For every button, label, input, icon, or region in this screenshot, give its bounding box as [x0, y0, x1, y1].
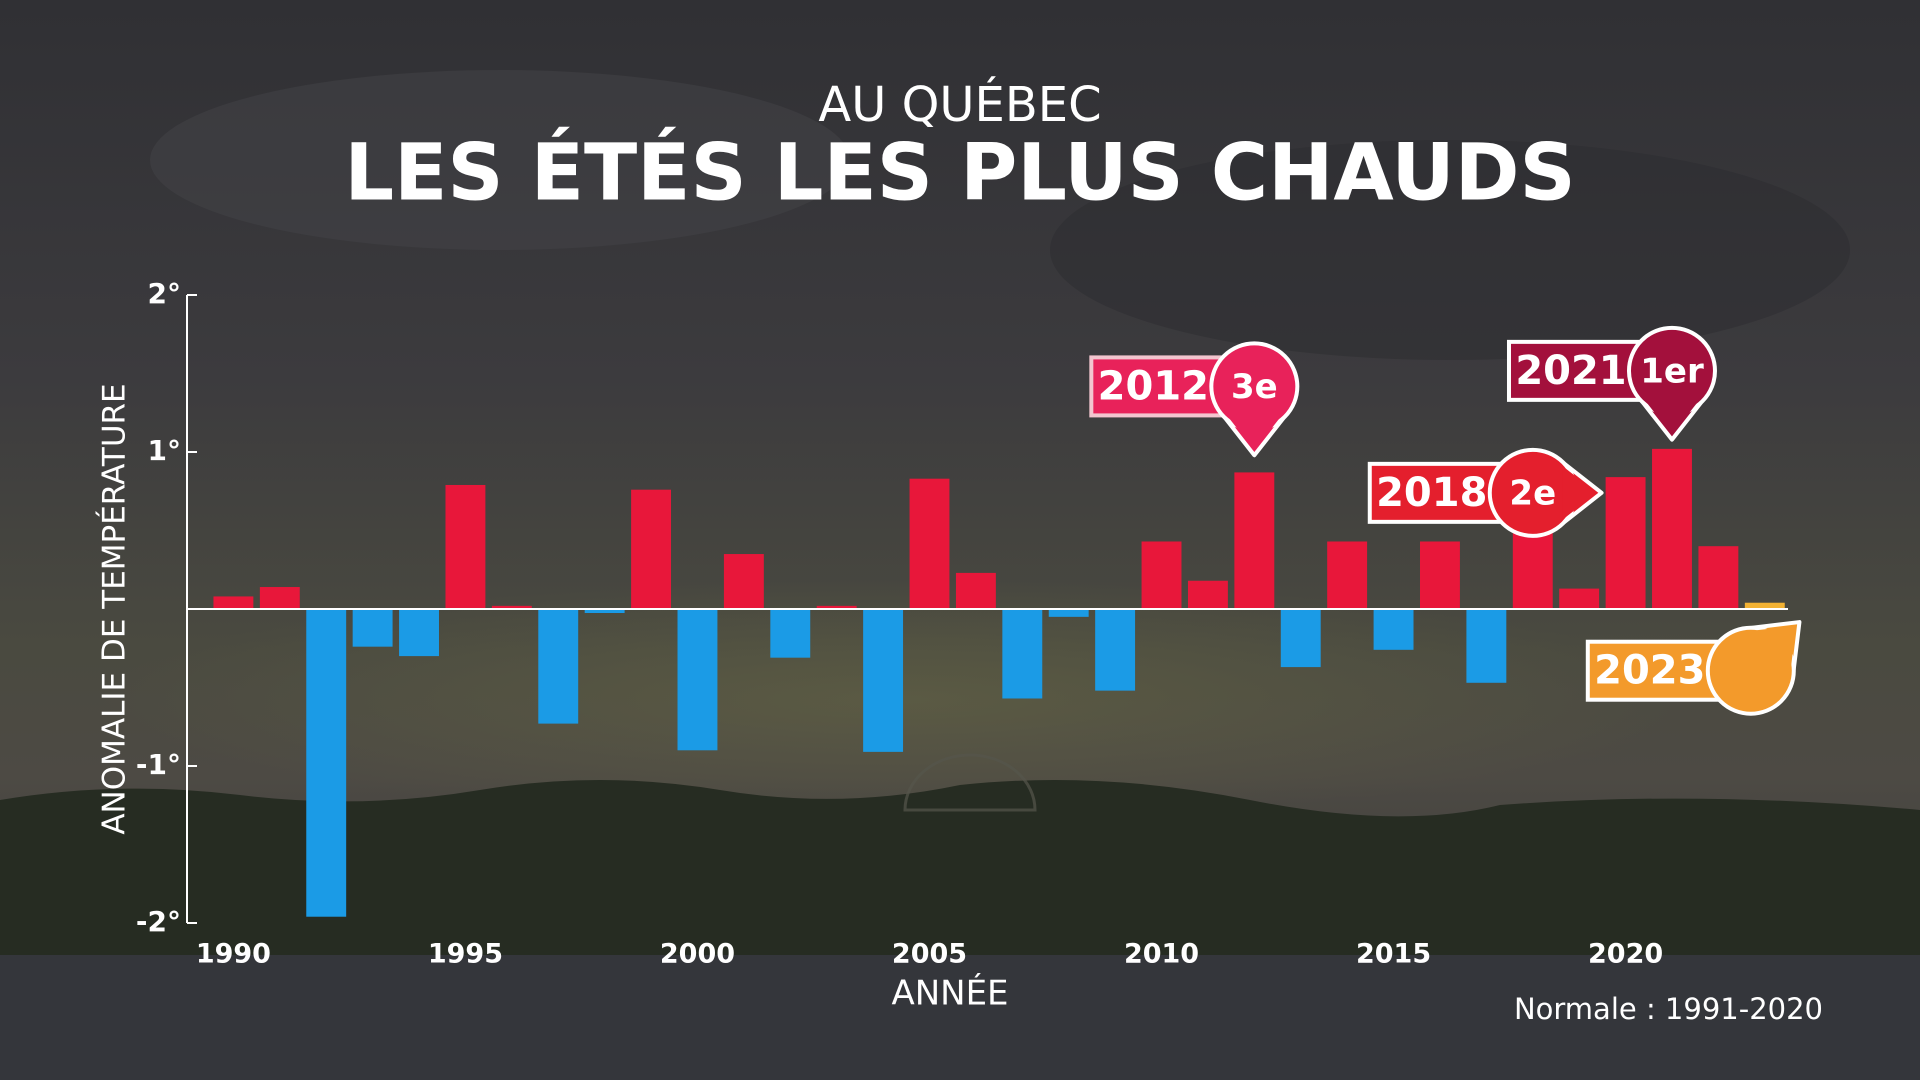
bar [1559, 588, 1600, 609]
annotation-rank: 3e [1231, 367, 1278, 407]
annotation-pointer-fill [1644, 400, 1700, 435]
bar [1698, 546, 1739, 609]
annotation: 2012 3e [1089, 341, 1300, 458]
x-tick-label: 2000 [660, 939, 735, 970]
y-tick-label: 2° [148, 277, 181, 310]
x-tick-label: 2020 [1588, 939, 1663, 970]
annotation-pointer-fill [1227, 415, 1282, 451]
x-tick-label: 2005 [892, 939, 967, 970]
x-axis-label: ANNÉE [891, 973, 1008, 1014]
bar [1048, 609, 1089, 617]
bar [770, 609, 811, 658]
y-tick-label: 1° [148, 434, 181, 467]
note: Normale : 1991-2020 [1514, 992, 1823, 1026]
annotation-box [1089, 355, 1234, 418]
annotation: 2021 1er [1506, 325, 1717, 442]
bar [306, 609, 347, 917]
bar [1744, 602, 1785, 609]
bar [1327, 541, 1368, 609]
bar [909, 478, 950, 609]
bar [677, 609, 718, 751]
bar [445, 484, 486, 609]
annotation-box [1585, 639, 1730, 702]
annotation-year: 2012 [1098, 363, 1209, 409]
annotation-rank: 1er [1640, 351, 1704, 391]
dome [903, 753, 1037, 812]
bar [1187, 580, 1228, 609]
bar [955, 572, 996, 609]
bar [584, 609, 625, 613]
annotation-year: 2023 [1594, 648, 1705, 694]
bar [863, 609, 904, 752]
bar [1652, 448, 1692, 609]
annotation-rank: 2e [1509, 473, 1556, 513]
cloud [150, 70, 850, 250]
y-tick-label: -2° [136, 905, 181, 938]
bar [352, 609, 393, 647]
x-tick-label: 2015 [1356, 939, 1431, 970]
bar [399, 609, 439, 657]
bar [816, 605, 857, 610]
bar [1605, 477, 1646, 609]
bar [723, 554, 764, 609]
cloud [1050, 140, 1850, 360]
annotation-year: 2018 [1376, 470, 1487, 516]
bar [491, 605, 532, 610]
annotation-pointer-fill [1752, 625, 1796, 670]
bar [1234, 472, 1275, 609]
annotation-year: 2021 [1515, 348, 1626, 394]
bar [1095, 609, 1136, 691]
bar [1466, 609, 1507, 683]
x-tick-label: 1995 [428, 939, 503, 970]
bar [213, 596, 254, 609]
annotation: 2018 2e [1367, 447, 1604, 538]
bar [1141, 541, 1182, 609]
bar [631, 489, 672, 609]
bar [1373, 609, 1414, 650]
annotation: 2023 [1585, 620, 1802, 716]
bar [1280, 609, 1321, 668]
treeline [0, 780, 1920, 960]
x-tick-label: 1990 [196, 939, 271, 970]
bar [259, 587, 300, 609]
water [0, 955, 1920, 1080]
annotation-pointer-fill [1562, 465, 1597, 521]
chart-supertitle: AU QUÉBEC [818, 76, 1101, 133]
annotation-box [1506, 339, 1651, 402]
bar [538, 609, 579, 724]
y-axis-label: ANOMALIE DE TEMPÉRATURE [97, 383, 133, 834]
bar [1002, 609, 1043, 699]
y-tick-label: -1° [136, 748, 181, 781]
x-tick-label: 2010 [1124, 939, 1199, 970]
bar [1420, 541, 1460, 609]
chart-title: LES ÉTÉS LES PLUS CHAUDS [344, 126, 1575, 218]
